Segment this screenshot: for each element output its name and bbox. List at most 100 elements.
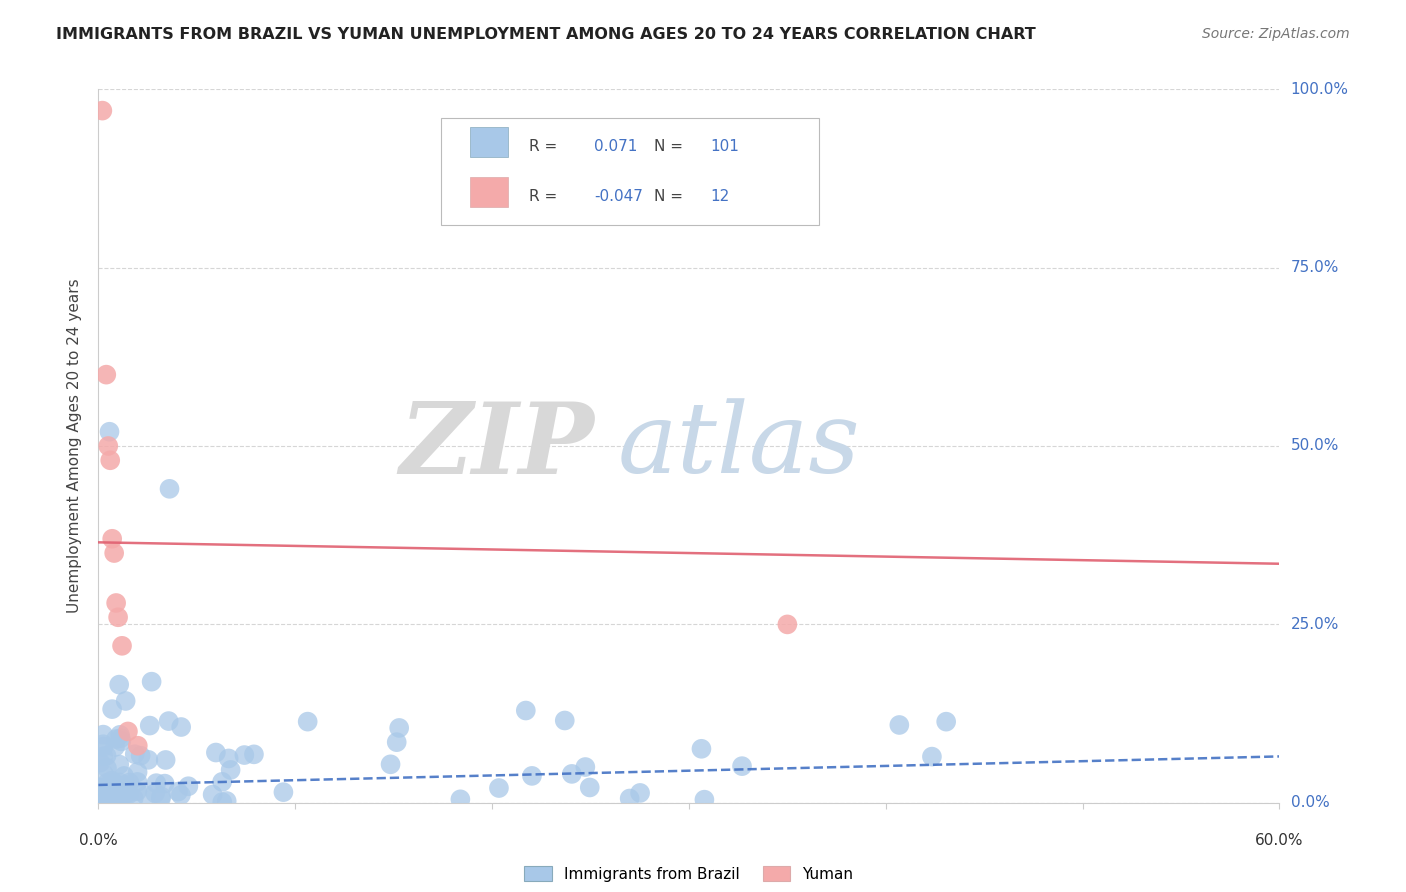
Point	[108, 728, 131, 742]
Point	[574, 760, 596, 774]
Point	[91, 749, 114, 764]
FancyBboxPatch shape	[471, 128, 508, 157]
Point	[205, 746, 228, 760]
Point	[118, 787, 141, 801]
Point	[91, 737, 114, 751]
Point	[96, 789, 118, 804]
Point	[93, 767, 115, 781]
Point	[127, 739, 149, 753]
Point	[91, 780, 114, 795]
Point	[105, 787, 128, 801]
Point	[98, 425, 121, 439]
Point	[105, 596, 128, 610]
Point	[101, 773, 124, 788]
Point	[138, 718, 160, 732]
Point	[96, 368, 118, 382]
Point	[554, 714, 576, 728]
Point	[101, 780, 124, 794]
Point	[96, 792, 118, 806]
Legend: Immigrants from Brazil, Yuman: Immigrants from Brazil, Yuman	[519, 860, 859, 888]
Point	[578, 780, 600, 795]
Point	[170, 788, 193, 802]
Point	[143, 786, 166, 800]
Text: 50.0%: 50.0%	[1291, 439, 1339, 453]
Point	[141, 674, 163, 689]
Point	[889, 718, 911, 732]
Point	[150, 789, 173, 804]
Point	[108, 678, 131, 692]
Point	[215, 794, 238, 808]
Point	[108, 775, 131, 789]
Point	[89, 784, 111, 798]
Point	[167, 785, 190, 799]
Point	[114, 778, 136, 792]
Point	[90, 788, 112, 802]
Point	[619, 791, 641, 805]
Point	[89, 786, 111, 800]
Text: R =: R =	[530, 189, 558, 203]
Point	[91, 728, 114, 742]
Point	[122, 791, 145, 805]
Point	[108, 788, 131, 802]
Text: N =: N =	[654, 189, 682, 203]
Point	[89, 756, 111, 770]
Point	[107, 610, 129, 624]
Point	[101, 702, 124, 716]
Text: R =: R =	[530, 139, 558, 153]
Point	[693, 792, 716, 806]
Point	[219, 763, 242, 777]
Point	[170, 720, 193, 734]
Point	[90, 783, 112, 797]
Text: 25.0%: 25.0%	[1291, 617, 1339, 632]
Point	[153, 776, 176, 790]
Point	[211, 795, 233, 809]
Point	[201, 788, 224, 802]
Text: 60.0%: 60.0%	[1256, 833, 1303, 848]
Point	[127, 765, 149, 780]
Text: 75.0%: 75.0%	[1291, 260, 1339, 275]
Point	[89, 780, 111, 795]
Text: ZIP: ZIP	[399, 398, 595, 494]
FancyBboxPatch shape	[471, 178, 508, 207]
Point	[385, 735, 408, 749]
Point	[273, 785, 295, 799]
Point	[103, 546, 125, 560]
Point	[114, 694, 136, 708]
Point	[233, 747, 256, 762]
Text: 12: 12	[710, 189, 730, 203]
Text: -0.047: -0.047	[595, 189, 644, 203]
Point	[98, 453, 121, 467]
Point	[218, 751, 240, 765]
Point	[628, 786, 651, 800]
Point	[98, 785, 121, 799]
Point	[104, 794, 127, 808]
Point	[97, 439, 120, 453]
Point	[135, 789, 157, 803]
Point	[96, 761, 118, 775]
Point	[520, 769, 543, 783]
Point	[127, 784, 149, 798]
Text: 0.071: 0.071	[595, 139, 638, 153]
Point	[297, 714, 319, 729]
Text: Source: ZipAtlas.com: Source: ZipAtlas.com	[1202, 27, 1350, 41]
Point	[112, 769, 135, 783]
Point	[117, 724, 139, 739]
Point	[118, 775, 141, 789]
Text: 0.0%: 0.0%	[79, 833, 118, 848]
Point	[159, 482, 181, 496]
Point	[104, 796, 127, 810]
Point	[776, 617, 799, 632]
Point	[124, 747, 146, 761]
FancyBboxPatch shape	[441, 118, 818, 225]
Text: atlas: atlas	[619, 399, 860, 493]
Point	[96, 748, 118, 763]
Point	[110, 734, 132, 748]
Point	[515, 704, 537, 718]
Point	[690, 741, 713, 756]
Point	[380, 757, 402, 772]
Point	[127, 775, 149, 789]
Point	[935, 714, 957, 729]
Text: 101: 101	[710, 139, 740, 153]
Point	[104, 732, 127, 747]
Point	[101, 532, 124, 546]
